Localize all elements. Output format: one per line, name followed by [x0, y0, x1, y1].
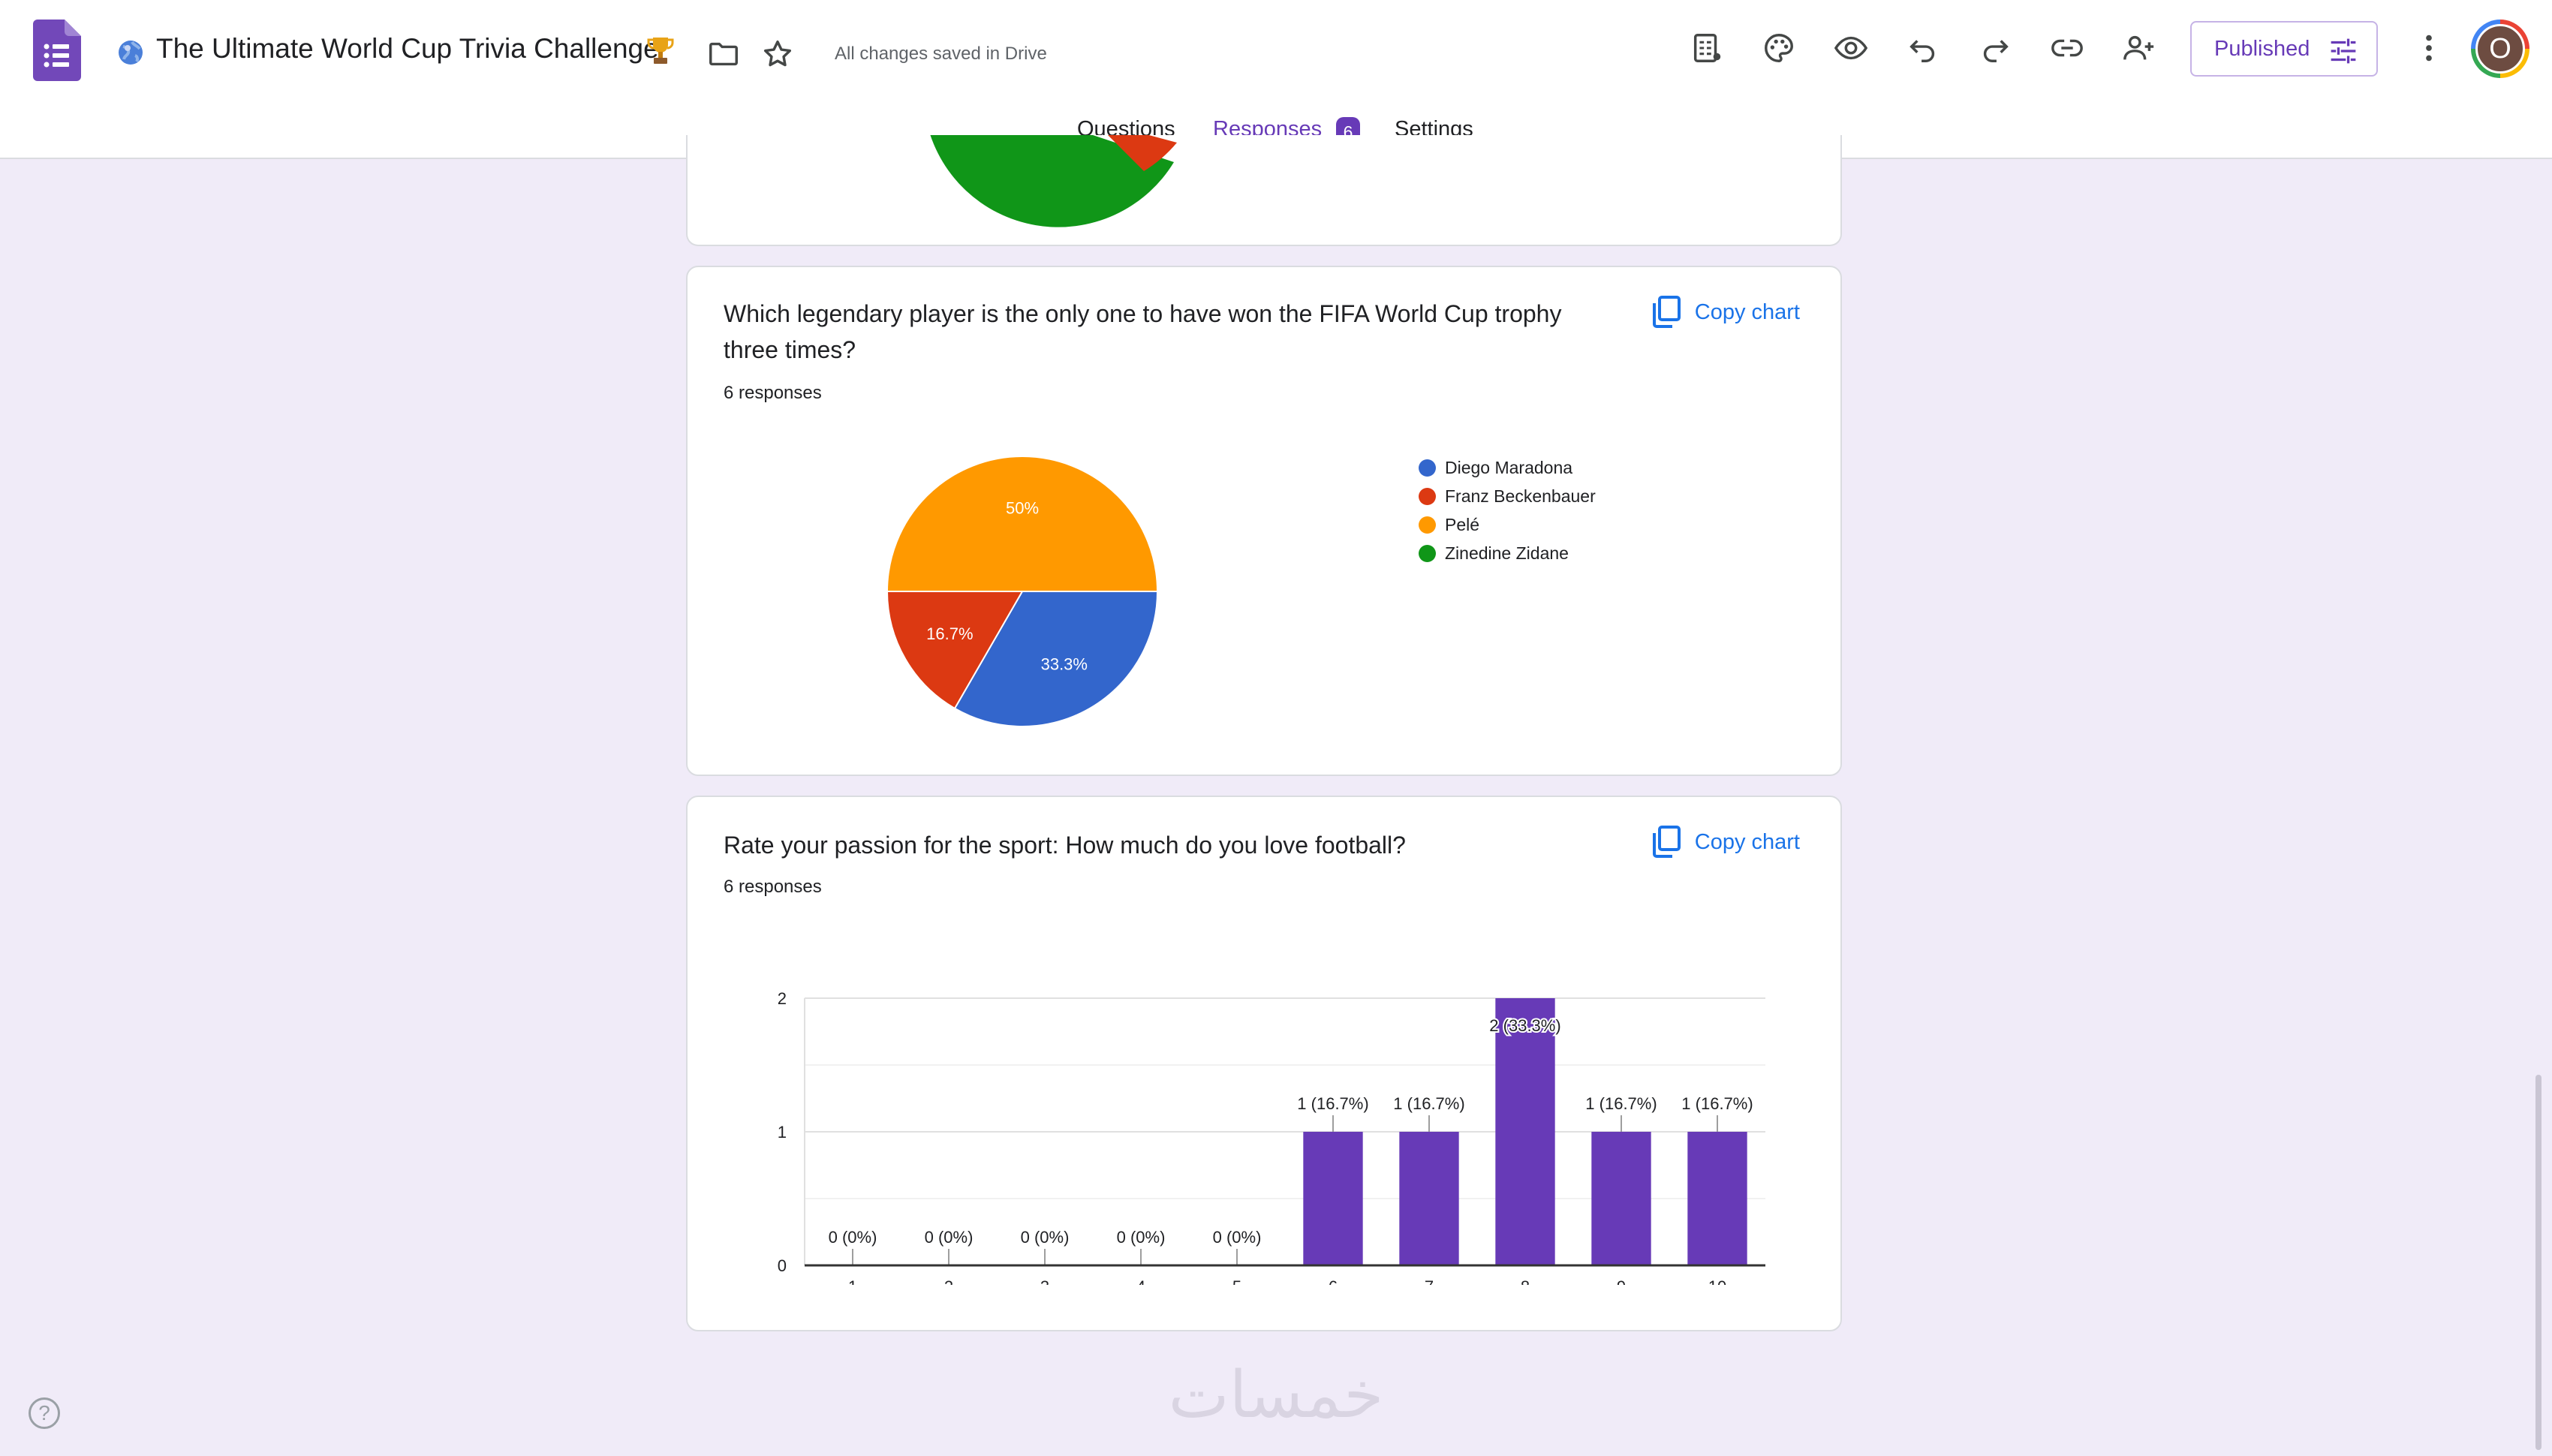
- bar-9: [1591, 1132, 1651, 1265]
- legend-swatch: [1419, 516, 1436, 534]
- redo-icon[interactable]: [1973, 26, 2018, 71]
- y-tick-label: 2: [778, 989, 787, 1008]
- globe-icon: [119, 41, 143, 65]
- question-title: Which legendary player is the only one t…: [724, 300, 1562, 363]
- published-button[interactable]: Published: [2190, 21, 2378, 77]
- x-tick-label: 5: [1232, 1277, 1241, 1285]
- response-count: 6 responses: [724, 877, 822, 897]
- x-tick-label: 1: [848, 1277, 857, 1285]
- x-tick-label: 2: [944, 1277, 953, 1285]
- top-bar: The Ultimate World Cup Trivia Challenge …: [0, 0, 2552, 159]
- legend-label: Franz Beckenbauer: [1445, 486, 1596, 506]
- x-tick-label: 3: [1040, 1277, 1049, 1285]
- more-vert-icon[interactable]: [2406, 26, 2451, 71]
- pie-chart: 33.3% 16.7% 50%: [886, 456, 1159, 727]
- copy-chart-label: Copy chart: [1694, 299, 1800, 324]
- x-tick-label: 7: [1425, 1277, 1434, 1285]
- published-label: Published: [2214, 36, 2310, 61]
- pie-slice-pel-: [886, 456, 1159, 592]
- bar-data-label: 0 (0%): [1117, 1228, 1166, 1247]
- bar-data-label: 2 (33.3%): [1489, 1016, 1560, 1035]
- pie-slice-label: 16.7%: [926, 624, 973, 643]
- previous-question-card: [686, 135, 1842, 246]
- document-title[interactable]: The Ultimate World Cup Trivia Challenge: [156, 33, 659, 64]
- undo-icon[interactable]: [1900, 26, 1946, 71]
- folder-icon[interactable]: [701, 32, 746, 77]
- bar-data-label: 0 (0%): [1021, 1228, 1070, 1247]
- question-title: Rate your passion for the sport: How muc…: [724, 832, 1406, 859]
- pie-slice-diego-maradona: [953, 591, 1159, 727]
- x-tick-label: 8: [1521, 1277, 1530, 1285]
- legend-label: Zinedine Zidane: [1445, 543, 1569, 563]
- link-icon[interactable]: [2045, 26, 2090, 71]
- forms-logo-icon[interactable]: [33, 20, 81, 81]
- copy-icon: [1652, 296, 1681, 328]
- bar-data-label: 1 (16.7%): [1297, 1094, 1368, 1113]
- tune-icon: [2331, 38, 2356, 64]
- bar-8: [1495, 998, 1555, 1265]
- x-tick-label: 9: [1617, 1277, 1626, 1285]
- avatar-letter: O: [2475, 24, 2525, 74]
- copy-icon: [1652, 826, 1681, 858]
- legend-label: Diego Maradona: [1445, 457, 1573, 477]
- legend-item: Zinedine Zidane: [1419, 539, 1596, 567]
- question-card-bar: Rate your passion for the sport: How muc…: [686, 796, 1842, 1331]
- y-tick-label: 0: [778, 1256, 787, 1275]
- bar-7: [1399, 1132, 1459, 1265]
- avatar[interactable]: O: [2471, 20, 2529, 78]
- copy-chart-button[interactable]: Copy chart: [1651, 826, 1800, 859]
- add-collaborator-icon[interactable]: [2117, 26, 2162, 71]
- pie-slice-label: 33.3%: [1041, 655, 1088, 674]
- x-tick-label: 10: [1708, 1277, 1726, 1285]
- watermark-text: خمسات: [1169, 1358, 1384, 1433]
- legend-item: Pelé: [1419, 510, 1596, 539]
- pie-slice-label: 50%: [1006, 498, 1039, 517]
- legend-item: Franz Beckenbauer: [1419, 482, 1596, 510]
- bar-data-label: 0 (0%): [925, 1228, 974, 1247]
- bar-data-label: 1 (16.7%): [1681, 1094, 1753, 1113]
- response-count: 6 responses: [724, 383, 822, 403]
- legend-swatch: [1419, 544, 1436, 562]
- preview-icon[interactable]: [1828, 26, 1873, 71]
- pie-slice-franz-beckenbauer: [886, 591, 1024, 710]
- pie-legend: Diego Maradona Franz Beckenbauer Pelé Zined…: [1419, 453, 1596, 567]
- help-icon[interactable]: ?: [29, 1397, 60, 1429]
- copy-chart-label: Copy chart: [1694, 829, 1800, 854]
- y-tick-label: 1: [778, 1123, 787, 1142]
- legend-item: Diego Maradona: [1419, 453, 1596, 482]
- palette-icon[interactable]: [1756, 26, 1801, 71]
- watermark: خمسات: [1169, 1358, 1384, 1433]
- x-tick-label: 4: [1136, 1277, 1145, 1285]
- legend-swatch: [1419, 487, 1436, 505]
- trophy-icon: [647, 38, 674, 64]
- bar-data-label: 1 (16.7%): [1585, 1094, 1657, 1113]
- previous-pie-fragment: [930, 135, 1177, 227]
- bar-data-label: 0 (0%): [1213, 1228, 1262, 1247]
- save-status: All changes saved in Drive: [835, 44, 1047, 64]
- bar-data-label: 1 (16.7%): [1393, 1094, 1464, 1113]
- legend-label: Pelé: [1445, 514, 1480, 534]
- star-icon[interactable]: [755, 32, 800, 77]
- bar-6: [1303, 1132, 1363, 1265]
- x-tick-label: 6: [1329, 1277, 1338, 1285]
- bar-data-label: 0 (0%): [829, 1228, 877, 1247]
- customize-icon[interactable]: [1684, 26, 1729, 71]
- copy-chart-button[interactable]: Copy chart: [1651, 296, 1800, 329]
- scrollbar[interactable]: [2535, 1075, 2541, 1450]
- legend-swatch: [1419, 459, 1436, 477]
- bar-chart: 0 1 2 0 (0%) 1 0 (0%) 2 0 (0%) 3 0 (0%) 4 0 (0%) 5 1 …: [778, 989, 1765, 1285]
- bar-10: [1687, 1132, 1747, 1265]
- question-card-pie: Which legendary player is the only one t…: [686, 266, 1842, 776]
